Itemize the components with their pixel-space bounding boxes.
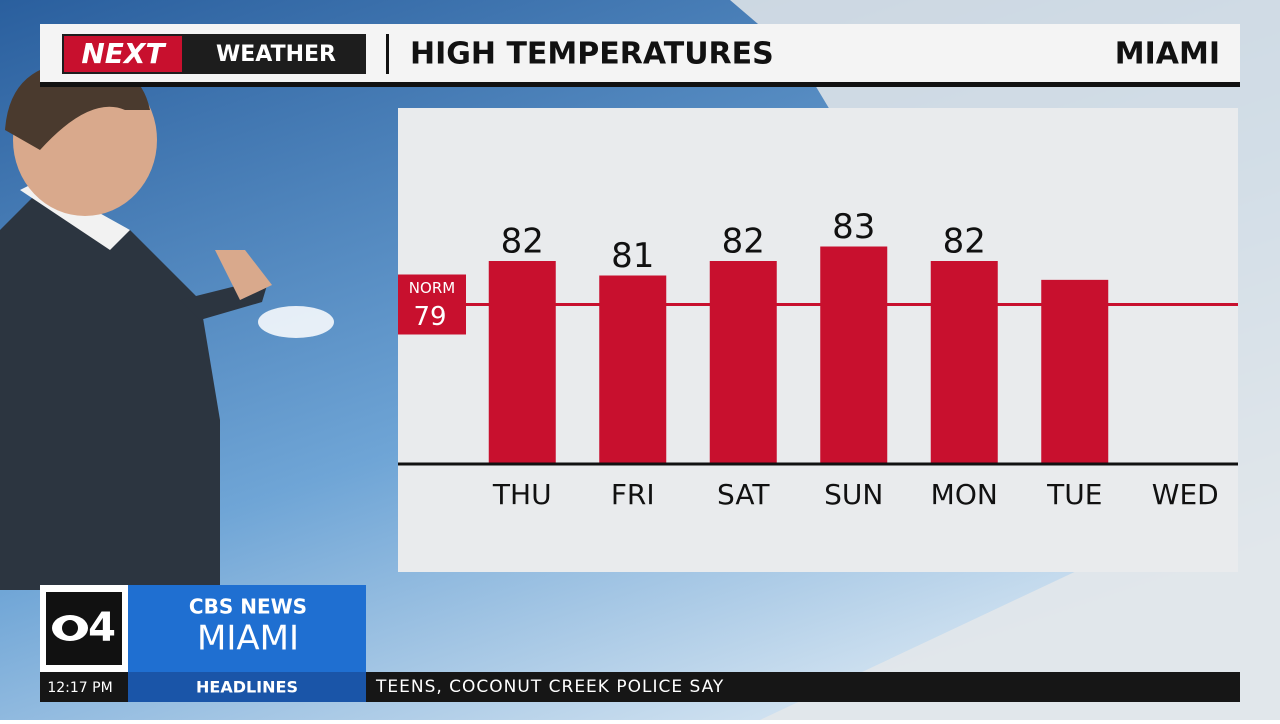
norm-value: 79 [413,302,446,332]
logo-next: NEXT [81,37,166,70]
norm-tag [398,274,466,335]
value-label: 82 [722,222,765,262]
bar [820,246,888,464]
x-tick-label: SAT [717,478,770,511]
bar [709,261,777,464]
logo-red [64,36,182,72]
plot: NORM 79 82 THU 81 FRI 82 SAT 83 SUN 82 MON TUE WED [398,207,1238,511]
segment-box [128,672,366,702]
bar [599,275,667,464]
x-tick-label: TUE [1046,478,1102,511]
x-tick-label: SUN [824,478,883,511]
x-tick-label: FRI [611,478,655,511]
value-label: 83 [832,207,875,247]
ticker-text: TEENS, COCONUT CREEK POLICE SAY [375,677,724,697]
x-tick-label: THU [492,478,552,511]
bar [930,261,998,464]
network-name: CBS NEWS [189,595,307,619]
channel-number: 4 [88,605,116,651]
cbs-pupil [62,620,78,636]
location: MIAMI [1115,37,1220,72]
header-divider [386,34,389,74]
header-rule [40,82,1240,87]
value-label: 82 [943,222,986,262]
station-box [128,585,366,672]
clock: 12:17 PM [47,680,112,696]
segment: HEADLINES [196,678,298,697]
norm-label: NORM [409,279,455,297]
cloud [258,306,334,338]
logo-weather: WEATHER [216,42,336,67]
bar [1041,279,1109,464]
x-tick-label: WED [1152,478,1219,511]
station-name: MIAMI [197,619,299,659]
bar [488,261,556,464]
value-label: 81 [611,236,654,276]
x-tick-label: MON [931,478,998,511]
chart-title: HIGH TEMPERATURES [410,37,774,72]
value-label: 82 [501,222,544,262]
